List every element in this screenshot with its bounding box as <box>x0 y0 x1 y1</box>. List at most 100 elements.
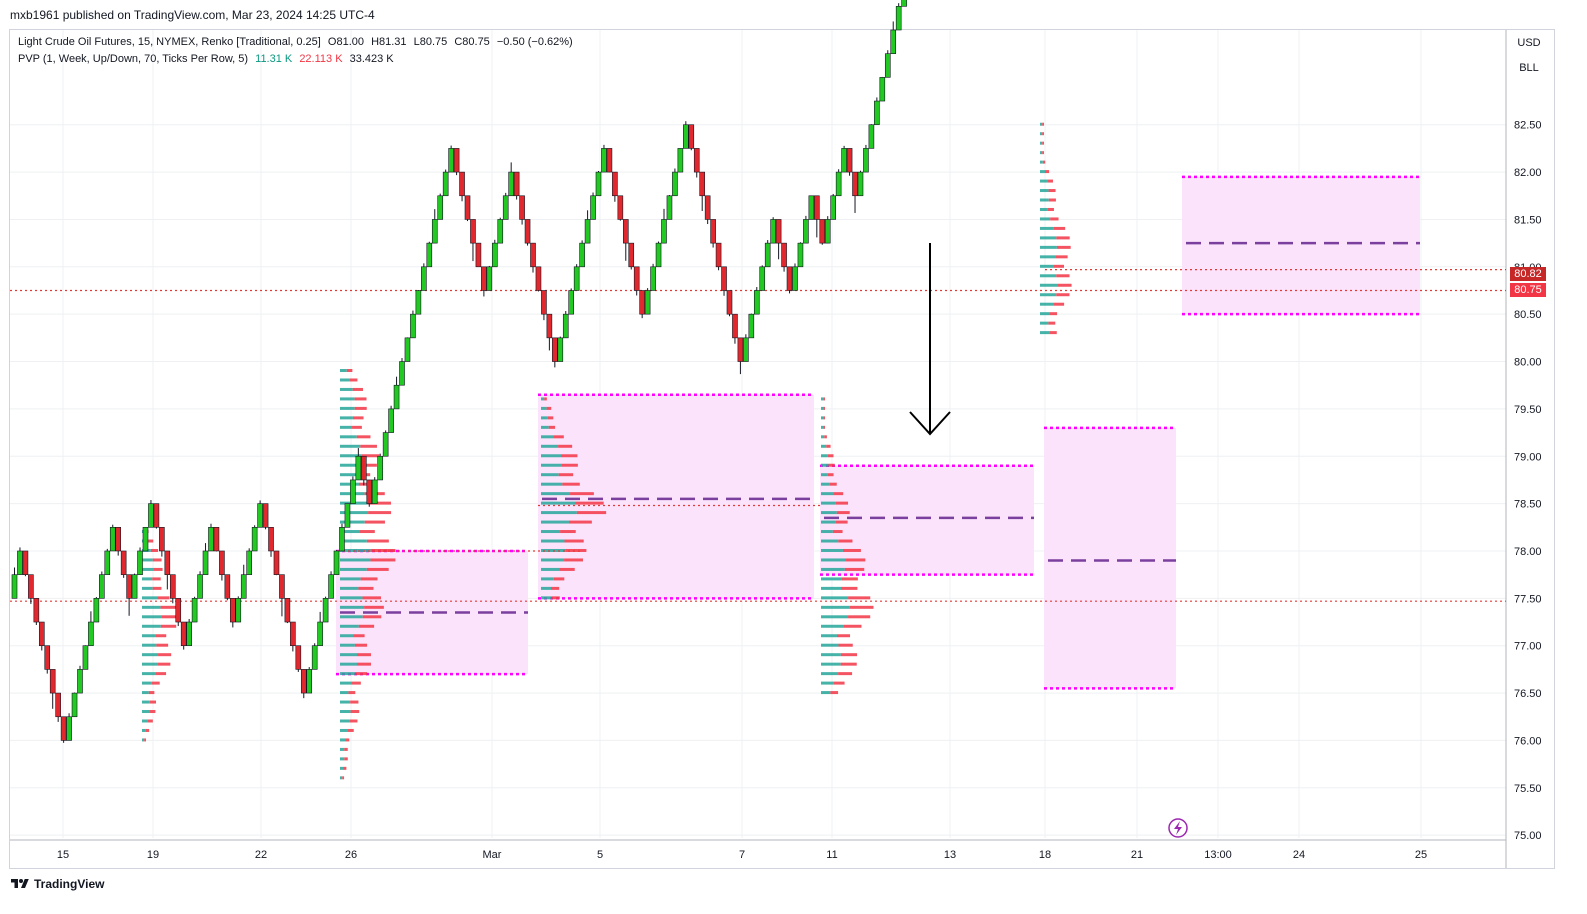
symbol-legend-row[interactable]: Light Crude Oil Futures, 15, NYMEX, Renk… <box>18 34 577 51</box>
renko-brick-down <box>775 219 782 244</box>
currency-label[interactable]: USD <box>1517 37 1541 49</box>
unit-label[interactable]: BLL <box>1519 62 1539 74</box>
vp-week3-up-bar <box>541 416 548 420</box>
renko-brick-down <box>361 455 367 481</box>
price-label-top: 80.82 <box>1510 267 1546 281</box>
renko-brick-up <box>246 550 252 575</box>
vp-week3-up-bar <box>541 435 554 439</box>
renko-brick-up <box>344 503 351 528</box>
renko-brick-up <box>644 290 651 315</box>
renko-brick-up <box>426 242 433 268</box>
footer-brand[interactable]: TradingView <box>10 877 104 891</box>
renko-brick-up <box>491 242 498 268</box>
renko-brick-down <box>175 598 182 623</box>
vp-week4-down-bar <box>836 634 851 638</box>
vp-week1-up-bar <box>142 653 159 657</box>
vp-week4-up-bar <box>821 444 827 448</box>
renko-brick-up <box>508 171 514 197</box>
x-tick-label: 25 <box>1415 849 1427 861</box>
renko-brick-down <box>49 669 56 694</box>
vp-week5-up-bar <box>1040 141 1043 145</box>
vp-week3-down-bar <box>561 463 578 467</box>
renko-brick-up <box>148 503 154 528</box>
vp-week1-up-bar <box>142 577 153 581</box>
vp-week3-up-bar <box>541 492 571 496</box>
vp-week1-up-bar <box>142 615 162 619</box>
vp-week2-down-bar <box>360 463 377 467</box>
renko-brick-down <box>213 527 220 552</box>
vp-week5-up-bar <box>1040 170 1046 174</box>
renko-brick-down <box>852 171 858 197</box>
renko-brick-up <box>502 195 509 220</box>
vp-week2-up-bar <box>340 586 359 590</box>
renko-brick-down <box>273 550 280 575</box>
vp-week2-down-bar <box>356 435 371 439</box>
vp-week5-up-bar <box>1040 321 1049 325</box>
indicator-legend-row[interactable]: PVP (1, Week, Up/Down, 70, Ticks Per Row… <box>18 51 577 68</box>
renko-brick-down <box>814 195 820 220</box>
vp-week5-up-bar <box>1040 179 1048 183</box>
renko-brick-down <box>284 598 291 623</box>
vp-week2-down-bar <box>366 539 389 543</box>
vp-week2-down-bar <box>361 454 380 458</box>
vp-week1-up-bar <box>142 672 156 676</box>
chart-frame[interactable] <box>9 29 1555 869</box>
renko-brick-down <box>120 550 127 575</box>
vp-week3-down-bar <box>564 558 583 562</box>
vp-week4-up-bar <box>821 691 831 695</box>
vp-week4-up-bar <box>821 567 845 571</box>
y-tick-label: 75.50 <box>1514 783 1542 795</box>
renko-brick-up <box>579 242 585 268</box>
vp-week2-up-bar <box>340 397 355 401</box>
vp-week4-down-bar <box>840 653 858 657</box>
vp-week4-down-bar <box>830 691 839 695</box>
vp-week5-down-bar <box>1049 312 1058 316</box>
vp-week4-up-bar <box>821 406 824 410</box>
vp-week2-down-bar <box>349 378 358 382</box>
renko-brick-up <box>824 219 831 244</box>
vp-week4-down-bar <box>823 397 825 401</box>
vp-week2-down-bar <box>346 369 353 373</box>
renko-brick-up <box>17 550 23 575</box>
renko-brick-down <box>60 716 67 741</box>
vp-week3-down-bar <box>544 397 547 401</box>
vp-week1-down-bar <box>152 586 162 590</box>
vp-week2-up-bar <box>340 425 353 429</box>
vp-week5-down-bar <box>1056 236 1070 240</box>
vp-week4-down-bar <box>824 435 827 439</box>
vp-week2-up-bar <box>340 662 358 666</box>
value-area-box <box>1044 427 1176 689</box>
vp-week2-up-bar <box>340 766 344 770</box>
vp-week5-up-bar <box>1040 255 1056 259</box>
vp-week4-up-bar <box>821 492 834 496</box>
renko-brick-down <box>541 290 547 315</box>
vp-week4-up-bar <box>821 643 839 647</box>
vp-week2-down-bar <box>349 719 358 723</box>
renko-brick-up <box>901 0 907 7</box>
vp-week3-up-bar <box>541 425 549 429</box>
renko-brick-up <box>421 266 427 291</box>
vp-week1-up-bar <box>142 634 156 638</box>
renko-brick-down <box>612 171 618 197</box>
vp-week2-down-bar <box>348 691 356 695</box>
renko-brick-up <box>557 337 564 362</box>
renko-brick-up <box>137 550 143 575</box>
vp-week2-up-bar <box>340 776 343 780</box>
y-tick-label: 80.00 <box>1514 357 1542 369</box>
renko-brick-up <box>448 148 454 173</box>
renko-brick-up <box>257 503 263 528</box>
renko-brick-up <box>388 408 394 433</box>
vp-week2-up-bar <box>340 558 371 562</box>
vp-week4-down-bar <box>823 425 825 429</box>
vp-week3-down-bar <box>561 454 578 458</box>
vp-week2-down-bar <box>354 643 368 647</box>
renko-brick-up <box>895 6 902 31</box>
vp-week5-up-bar <box>1040 283 1058 287</box>
x-tick-label: 21 <box>1131 849 1143 861</box>
renko-brick-up <box>486 266 493 291</box>
x-tick-label: 18 <box>1039 849 1051 861</box>
vp-week2-down-bar <box>366 567 389 571</box>
vp-week5-up-bar <box>1040 274 1057 278</box>
renko-brick-down <box>519 195 525 220</box>
